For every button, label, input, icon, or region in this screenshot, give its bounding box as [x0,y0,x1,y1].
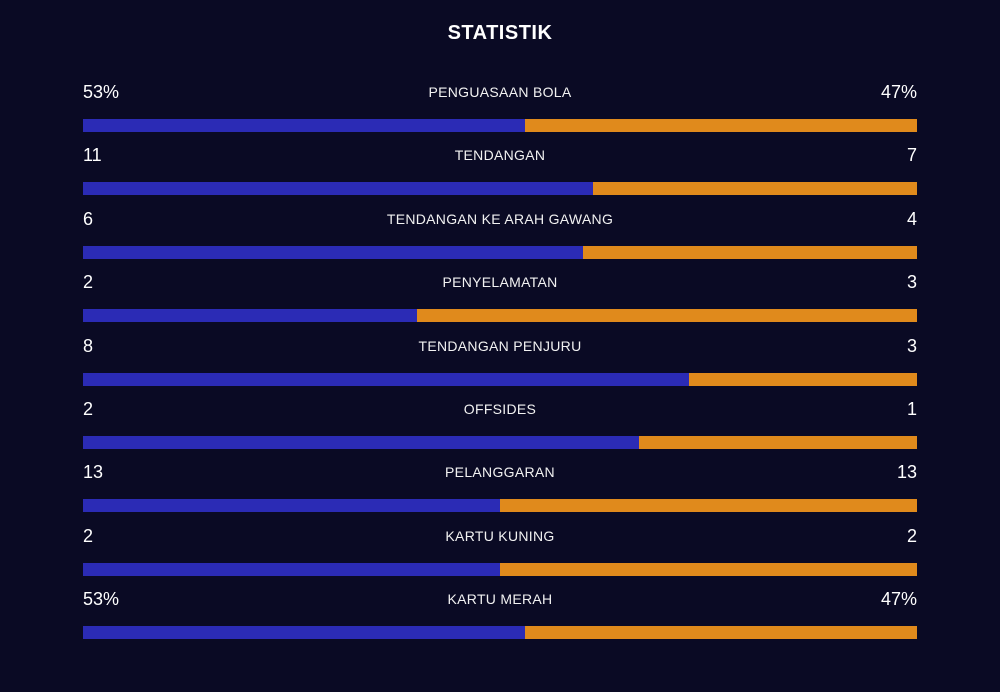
stat-label: TENDANGAN PENJURU [418,337,582,354]
stat-row: 53% PENGUASAAN BOLA 47% [83,80,917,143]
stat-label: PELANGGARAN [445,464,555,481]
stat-label: PENYELAMATAN [442,274,558,291]
away-value: 3 [906,335,917,356]
away-value: 13 [896,462,917,483]
home-bar-segment [83,119,526,132]
away-bar-segment [525,626,917,640]
home-bar-segment [83,562,500,576]
home-bar-segment [83,499,500,513]
away-bar-segment [592,182,917,196]
stat-row: 53% KARTU MERAH 47% [83,587,917,650]
stat-header: 2 PENYELAMATAN 3 [83,270,917,298]
home-value: 53% [83,589,120,610]
away-bar-segment [525,119,917,132]
away-bar-segment [500,562,917,576]
away-bar-segment [639,435,917,449]
home-value: 2 [83,272,94,293]
stat-label: KARTU KUNING [445,527,555,544]
home-bar-segment [83,435,640,449]
away-bar-segment [416,309,917,323]
stat-header: 6 TENDANGAN KE ARAH GAWANG 4 [83,207,917,235]
comparison-bar [83,499,917,513]
stat-label: OFFSIDES [463,400,537,417]
comparison-bar [83,245,917,259]
comparison-bar [83,182,917,196]
away-value: 47% [880,589,917,610]
stat-header: 2 OFFSIDES 1 [83,397,917,425]
stat-header: 53% KARTU MERAH 47% [83,587,917,615]
stat-row: 11 TENDANGAN 7 [83,143,917,206]
away-bar-segment [583,245,917,259]
home-bar-segment [83,245,584,259]
comparison-bar [83,562,917,576]
home-value: 53% [83,82,120,102]
stat-header: 13 PELANGGARAN 13 [83,460,917,488]
stat-row: 6 TENDANGAN KE ARAH GAWANG 4 [83,207,917,270]
away-bar-segment [500,499,917,513]
stat-label: KARTU MERAH [447,591,553,608]
stat-row: 2 KARTU KUNING 2 [83,524,917,587]
away-value: 3 [906,272,917,293]
home-value: 13 [83,462,104,483]
home-value: 2 [83,398,94,419]
stat-label: PENGUASAAN BOLA [428,84,572,100]
away-value: 2 [906,525,917,546]
away-value: 7 [906,145,917,166]
home-value: 11 [83,145,102,166]
home-bar-segment [83,309,417,323]
comparison-bar [83,435,917,449]
stat-row: 2 OFFSIDES 1 [83,397,917,460]
comparison-bar [83,119,917,132]
comparison-bar [83,309,917,323]
home-bar-segment [83,372,690,386]
home-value: 6 [83,208,94,229]
comparison-bar [83,626,917,640]
page-title: STATISTIK [447,22,553,44]
home-value: 8 [83,335,94,356]
stat-row: 8 TENDANGAN PENJURU 3 [83,334,917,397]
stat-header: 53% PENGUASAAN BOLA 47% [83,80,917,108]
away-value: 4 [906,208,917,229]
away-bar-segment [689,372,917,386]
stat-row: 2 PENYELAMATAN 3 [83,270,917,333]
comparison-bar [83,372,917,386]
home-bar-segment [83,626,526,640]
stat-header: 8 TENDANGAN PENJURU 3 [83,334,917,362]
stat-label: TENDANGAN KE ARAH GAWANG [386,210,614,227]
home-bar-segment [83,182,593,196]
stat-label: TENDANGAN [454,147,546,164]
stat-header: 2 KARTU KUNING 2 [83,524,917,552]
stats-list: 53% PENGUASAAN BOLA 47% 11 TENDANGAN 7 6 TENDAN… [83,80,917,651]
home-value: 2 [83,525,94,546]
away-value: 47% [880,82,917,102]
stat-row: 13 PELANGGARAN 13 [83,460,917,523]
away-value: 1 [906,398,917,419]
stat-header: 11 TENDANGAN 7 [83,143,917,171]
